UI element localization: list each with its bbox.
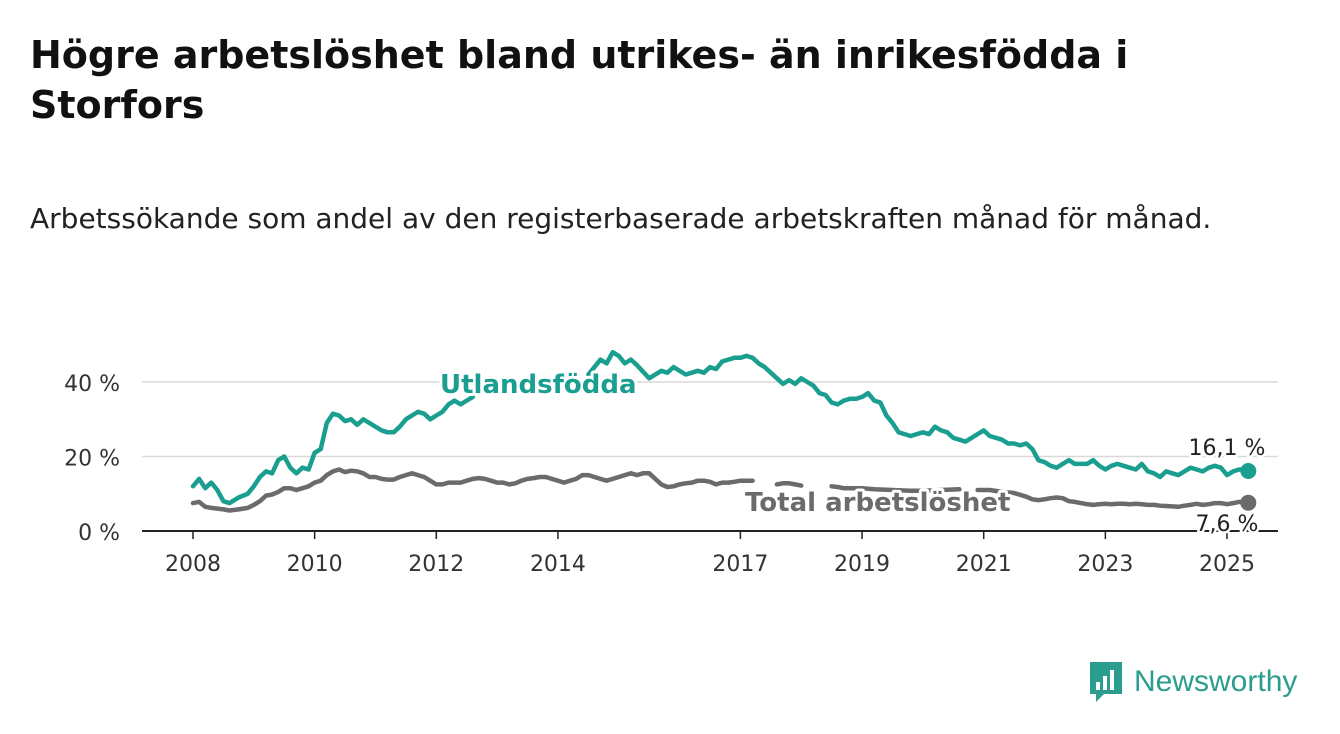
page-subtitle: Arbetssökande som andel av den registerb… — [30, 202, 1212, 235]
end-value-label: 16,1 % — [1189, 436, 1266, 461]
series-end-point — [1240, 463, 1257, 480]
brand-logo: Newsworthy — [1088, 660, 1297, 704]
series-labels: Utlandsfödda Total arbetslöshet 16,1 % 7,6 … — [437, 367, 1268, 540]
x-tick-label: 2012 — [408, 552, 464, 577]
x-tick-label: 2021 — [956, 552, 1012, 577]
x-tick-label: 2017 — [712, 552, 768, 577]
x-tick-label: 2010 — [287, 552, 343, 577]
series-end-point — [1240, 494, 1257, 511]
grid-lines: 0 % 20 % 40 % — [64, 372, 1278, 546]
series-line-1 — [975, 487, 1251, 510]
series-line-0 — [586, 349, 1251, 480]
y-tick-label: 20 % — [64, 447, 120, 472]
newsworthy-logo-icon — [1090, 662, 1122, 702]
brand-name: Newsworthy — [1134, 665, 1298, 698]
series-line-1 — [190, 467, 755, 513]
x-tick-label: 2023 — [1077, 552, 1133, 577]
x-axis: 2008 2010 2012 2014 2017 2019 2021 2023 2025 — [165, 531, 1255, 577]
series-name-label: Utlandsfödda — [440, 370, 637, 400]
series-line-1 — [774, 481, 804, 488]
x-tick-label: 2019 — [834, 552, 890, 577]
end-value-label: 7,6 % — [1196, 512, 1259, 537]
page-title: Högre arbetslöshet bland utrikes- än inr… — [30, 33, 1129, 127]
series-line-0 — [190, 394, 476, 506]
series-lines — [190, 349, 1257, 513]
y-tick-label: 0 % — [78, 521, 120, 546]
y-tick-label: 40 % — [64, 372, 120, 397]
x-tick-label: 2025 — [1199, 552, 1255, 577]
x-tick-label: 2014 — [530, 552, 586, 577]
series-name-label: Total arbetslöshet — [745, 488, 1010, 518]
x-tick-label: 2008 — [165, 552, 221, 577]
series-line-1 — [829, 484, 962, 494]
